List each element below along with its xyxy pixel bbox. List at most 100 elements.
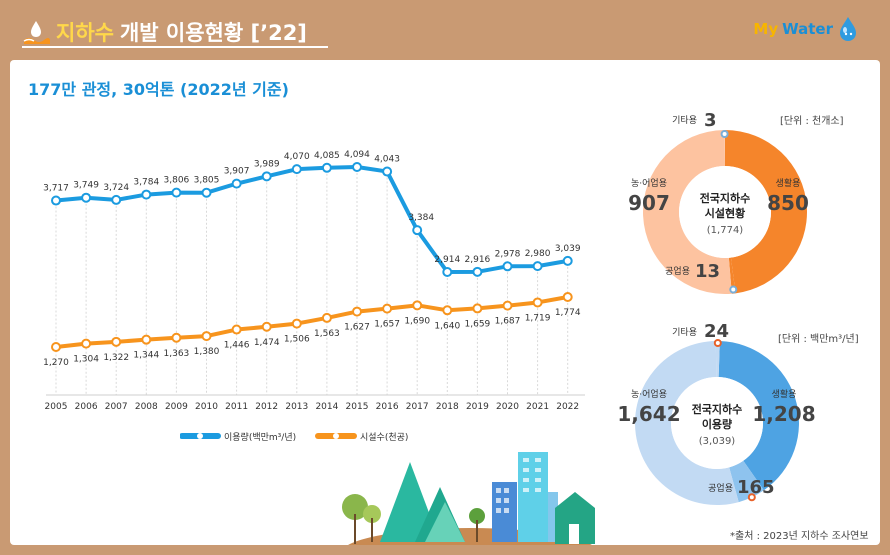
x-tick-label: 2018 (436, 402, 459, 412)
data-point-usage (442, 267, 453, 277)
x-tick-label: 2015 (346, 402, 369, 412)
data-point-facilities (442, 305, 453, 316)
donut-slice-2 (635, 341, 739, 505)
x-tick-label: 2013 (285, 402, 308, 412)
data-label-facilities: 1,657 (374, 320, 400, 330)
x-tick-label: 2006 (75, 402, 98, 412)
x-tick-label: 2007 (105, 402, 128, 412)
x-tick-label: 2022 (556, 402, 579, 412)
slice-marker (729, 285, 738, 294)
data-label-usage: 3,806 (164, 176, 190, 186)
header: 지하수 개발 이용현황 [’22] My Water (0, 0, 890, 60)
x-tick-label: 2014 (315, 402, 338, 412)
data-point-facilities (352, 306, 362, 317)
data-label-usage: 3,907 (224, 167, 250, 177)
content-card: 177만 관정, 30억톤 (2022년 기준) 2005 2006 2007 200… (10, 60, 880, 545)
slice-value: 1,208 (752, 402, 815, 426)
data-point-usage (352, 162, 362, 172)
data-label-usage: 3,989 (254, 159, 280, 169)
data-point-usage (141, 189, 152, 200)
x-tick-label: 2005 (45, 402, 68, 412)
x-tick-label: 2012 (255, 402, 278, 412)
slice-marker (747, 493, 756, 502)
data-label-usage: 4,043 (374, 155, 400, 165)
data-label-facilities: 1,380 (194, 347, 220, 357)
data-point-facilities (111, 336, 122, 347)
legend-label-facilities: 시설수(천공) (360, 432, 408, 443)
data-point-facilities (502, 300, 513, 311)
data-point-usage (51, 195, 61, 206)
donut-title-line1: 전국지하수 (700, 191, 751, 205)
data-label-facilities: 1,774 (555, 308, 581, 318)
data-point-facilities (231, 324, 242, 335)
data-label-facilities: 1,363 (164, 349, 190, 359)
data-label-facilities: 1,640 (434, 321, 460, 331)
data-label-usage: 2,978 (495, 249, 521, 259)
x-tick-label: 2020 (496, 402, 519, 412)
source-note: *출처 : 2023년 지하수 조사연보 (730, 531, 869, 542)
mywater-logo: My Water (753, 16, 860, 42)
unit-label-usage: [단위 : 백만m³/년] (778, 334, 859, 345)
data-label-usage: 4,094 (344, 150, 370, 160)
slice-label: 생활용 (772, 388, 797, 400)
data-point-facilities (412, 300, 423, 311)
logo-water-text: Water (782, 20, 833, 38)
legend-item-usage: 이용량(백만m³/년) (180, 431, 296, 443)
line-chart: 2005 2006 2007 2008 2009 2010 2011 2012 2013 2014… (43, 150, 585, 412)
data-label-usage: 3,805 (194, 176, 220, 186)
data-point-usage (291, 164, 302, 175)
slice-value: 24 (704, 321, 729, 342)
data-point-usage (502, 261, 513, 272)
data-label-usage: 2,914 (434, 255, 460, 265)
slice-label: 농·어업용 (631, 389, 667, 400)
data-label-usage: 3,784 (133, 178, 159, 188)
water-drop-mascot-icon (840, 17, 856, 41)
donut-title-line1: 전국지하수 (692, 402, 743, 416)
data-label-usage: 4,070 (284, 152, 310, 162)
data-point-facilities (141, 334, 152, 345)
title-highlight: 지하수 (56, 21, 114, 45)
title-rest: 개발 이용현황 [’22] (119, 21, 307, 45)
data-point-facilities (532, 297, 543, 308)
legend-label-usage: 이용량(백만m³/년) (224, 431, 296, 443)
data-label-facilities: 1,627 (344, 323, 370, 333)
data-point-facilities (382, 303, 393, 314)
legend-item-facilities: 시설수(천공) (315, 432, 408, 443)
slice-label: 생활용 (776, 177, 801, 189)
data-label-usage: 3,749 (73, 181, 99, 191)
slice-label: 공업용 (708, 483, 733, 494)
x-tick-label: 2008 (135, 402, 158, 412)
landscape-illustration (342, 452, 595, 545)
slice-value: 1,642 (617, 402, 680, 426)
x-tick-label: 2011 (225, 402, 248, 412)
data-label-usage: 4,085 (314, 151, 340, 161)
x-tick-label: 2017 (406, 402, 429, 412)
data-point-facilities (562, 292, 573, 302)
data-label-usage: 3,724 (103, 183, 129, 193)
donut-slice-0 (718, 341, 799, 491)
data-point-usage (321, 162, 332, 173)
x-tick-label: 2019 (466, 402, 489, 412)
data-point-usage (412, 225, 423, 236)
data-point-usage (261, 171, 272, 182)
donut-center (671, 377, 763, 469)
slice-label: 기타용 (672, 327, 697, 338)
data-point-facilities (321, 312, 332, 323)
donut-slice-1 (729, 460, 764, 503)
donut-title-line2: 시설현황 (705, 206, 745, 220)
x-tick-label: 2016 (376, 402, 399, 412)
data-label-facilities: 1,563 (314, 329, 340, 339)
slice-value: 907 (628, 191, 670, 215)
data-label-usage: 2,980 (525, 249, 551, 259)
data-point-usage (111, 194, 122, 205)
slice-marker (713, 339, 722, 348)
data-label-facilities: 1,719 (525, 313, 551, 323)
data-point-facilities (201, 331, 212, 342)
series-line-facilities (54, 295, 570, 349)
donut-center-total: (3,039) (699, 436, 736, 447)
chart-legend: 이용량(백만m³/년) 시설수(천공) (180, 431, 408, 443)
data-point-facilities (291, 318, 302, 329)
data-label-facilities: 1,322 (103, 353, 129, 363)
